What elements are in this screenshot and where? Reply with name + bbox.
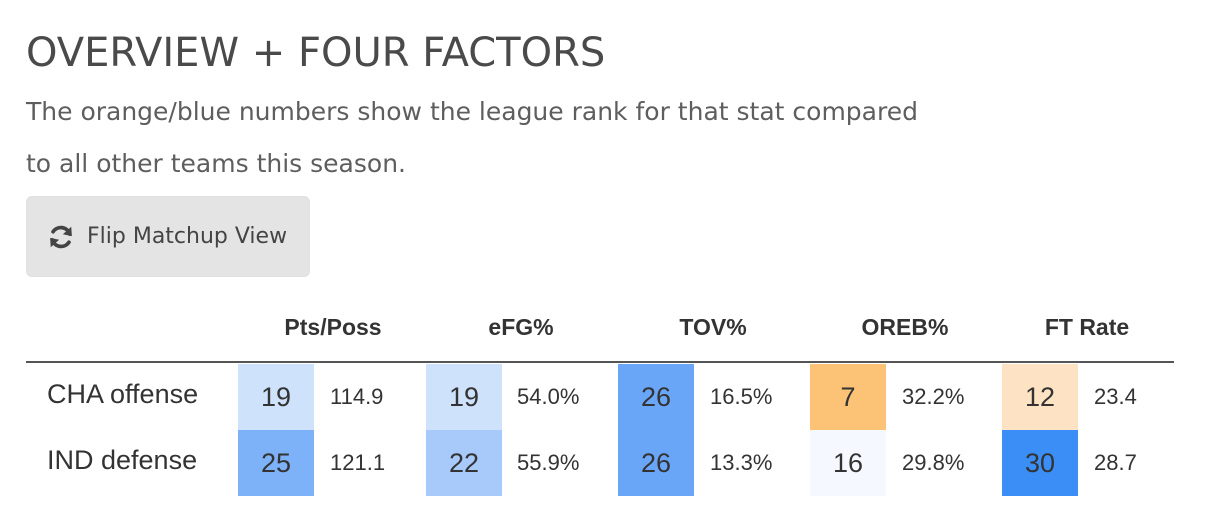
- rank-cell: 26: [618, 364, 694, 430]
- rank-cell: 7: [810, 364, 886, 430]
- value-cell: 23.4: [1094, 384, 1137, 409]
- value-cell: 28.7: [1094, 450, 1137, 475]
- value-cell: 29.8%: [902, 450, 965, 475]
- value-cell: 16.5%: [710, 384, 773, 409]
- value-cell: 32.2%: [902, 384, 965, 409]
- row-label-ind-defense: IND defense: [47, 445, 198, 475]
- rank-cell: 16: [810, 430, 886, 496]
- page-subtitle: The orange/blue numbers show the league …: [26, 97, 918, 178]
- header-divider: [26, 361, 1174, 363]
- rank-cell: 19: [238, 364, 314, 430]
- column-header-ft-rate: FT Rate: [1044, 314, 1130, 340]
- flip-matchup-button[interactable]: Flip Matchup View: [26, 196, 310, 277]
- value-cell: 54.0%: [517, 384, 580, 409]
- column-header-tov: TOV%: [679, 314, 747, 340]
- column-header-oreb: OREB%: [861, 314, 949, 340]
- refresh-icon: [47, 223, 75, 251]
- rank-cell: 12: [1002, 364, 1078, 430]
- rank-cell: 25: [238, 430, 314, 496]
- page-title: OVERVIEW + FOUR FACTORS: [26, 30, 606, 76]
- column-header-pts-poss: Pts/Poss: [284, 314, 382, 340]
- value-cell: 13.3%: [710, 450, 773, 475]
- value-cell: 114.9: [330, 384, 384, 409]
- rank-cell: 19: [426, 364, 502, 430]
- row-label-cha-offense: CHA offense: [47, 379, 199, 409]
- flip-matchup-label: Flip Matchup View: [87, 224, 288, 249]
- rank-cell: 22: [426, 430, 502, 496]
- rank-cell: 30: [1002, 430, 1078, 496]
- value-cell: 55.9%: [517, 450, 580, 475]
- rank-cell: 26: [618, 430, 694, 496]
- value-cell: 121.1: [330, 450, 386, 475]
- column-header-efg: eFG%: [488, 314, 554, 340]
